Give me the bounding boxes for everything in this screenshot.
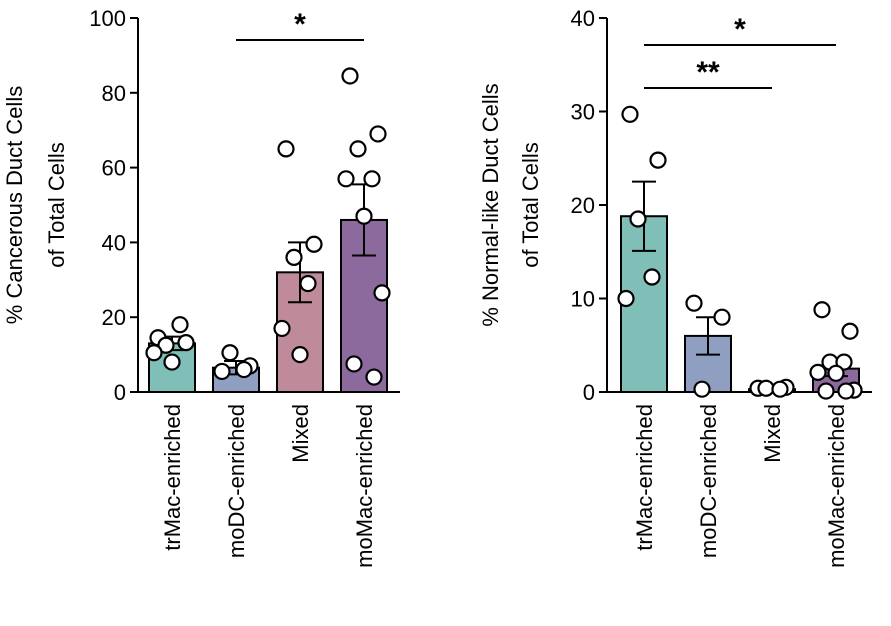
y-axis-title: % Cancerous Duct Cells (2, 86, 27, 324)
data-point (163, 353, 181, 371)
significance-label: * (734, 13, 746, 46)
data-point (299, 274, 317, 293)
data-point (693, 380, 711, 398)
y-tick-label: 100 (89, 6, 126, 31)
y-axis-title: of Total Cells (518, 142, 543, 268)
y-tick-label: 40 (102, 230, 126, 255)
data-point (617, 289, 635, 308)
y-tick-label: 20 (571, 193, 595, 218)
x-category-label: moDC-enriched (696, 404, 721, 558)
data-point (277, 140, 295, 158)
data-point (813, 301, 831, 319)
y-tick-label: 0 (114, 380, 126, 405)
data-point (349, 140, 367, 158)
data-point (157, 336, 175, 354)
y-tick-label: 30 (571, 100, 595, 125)
data-point (817, 382, 835, 400)
significance-label: ** (696, 56, 720, 89)
y-tick-label: 20 (102, 305, 126, 330)
data-point (643, 268, 661, 286)
data-point (373, 284, 391, 302)
data-point (363, 170, 381, 188)
data-point (337, 170, 355, 188)
data-point (649, 151, 667, 169)
y-tick-label: 80 (102, 81, 126, 106)
data-point (291, 346, 309, 364)
data-point (757, 379, 775, 397)
x-category-label: trMac-enriched (160, 404, 185, 551)
data-point (771, 380, 789, 398)
data-point (685, 294, 703, 312)
data-point (213, 362, 231, 381)
data-point (305, 235, 323, 253)
data-point (355, 207, 373, 225)
y-axis-title: of Total Cells (44, 142, 69, 268)
data-point (177, 334, 195, 352)
data-point (809, 363, 827, 381)
data-point (171, 316, 189, 334)
data-point (837, 382, 855, 400)
x-category-label: Mixed (288, 404, 313, 463)
data-point (713, 308, 731, 326)
data-point (285, 248, 303, 266)
cancerous-duct-cells-chart: 0 20 40 60 80 100 % Cancerous Duct Cells of Tot… (2, 6, 400, 568)
y-tick-label: 60 (102, 156, 126, 181)
data-point (629, 210, 647, 228)
significance-label: * (294, 8, 306, 41)
data-point (365, 368, 383, 386)
data-point (841, 322, 859, 340)
x-category-label: moMac-enriched (352, 404, 377, 568)
x-category-label: Mixed (760, 404, 785, 463)
x-category-label: moDC-enriched (224, 404, 249, 558)
data-point (827, 364, 845, 382)
data-point (621, 105, 639, 123)
data-point (145, 344, 163, 362)
y-tick-label: 0 (583, 380, 595, 405)
data-point (369, 125, 387, 143)
normal-like-duct-cells-chart: 0 10 20 30 40 % Normal-like Duct Cells of Tota… (478, 6, 872, 568)
x-category-label: trMac-enriched (632, 404, 657, 551)
x-category-label: moMac-enriched (824, 404, 849, 568)
data-point (341, 67, 359, 85)
data-point (221, 344, 239, 362)
y-tick-label: 10 (571, 287, 595, 312)
y-axis-title: % Normal-like Duct Cells (478, 83, 503, 326)
data-point (273, 319, 291, 338)
data-point (345, 355, 363, 373)
y-tick-label: 40 (571, 6, 595, 31)
data-point (235, 360, 253, 379)
